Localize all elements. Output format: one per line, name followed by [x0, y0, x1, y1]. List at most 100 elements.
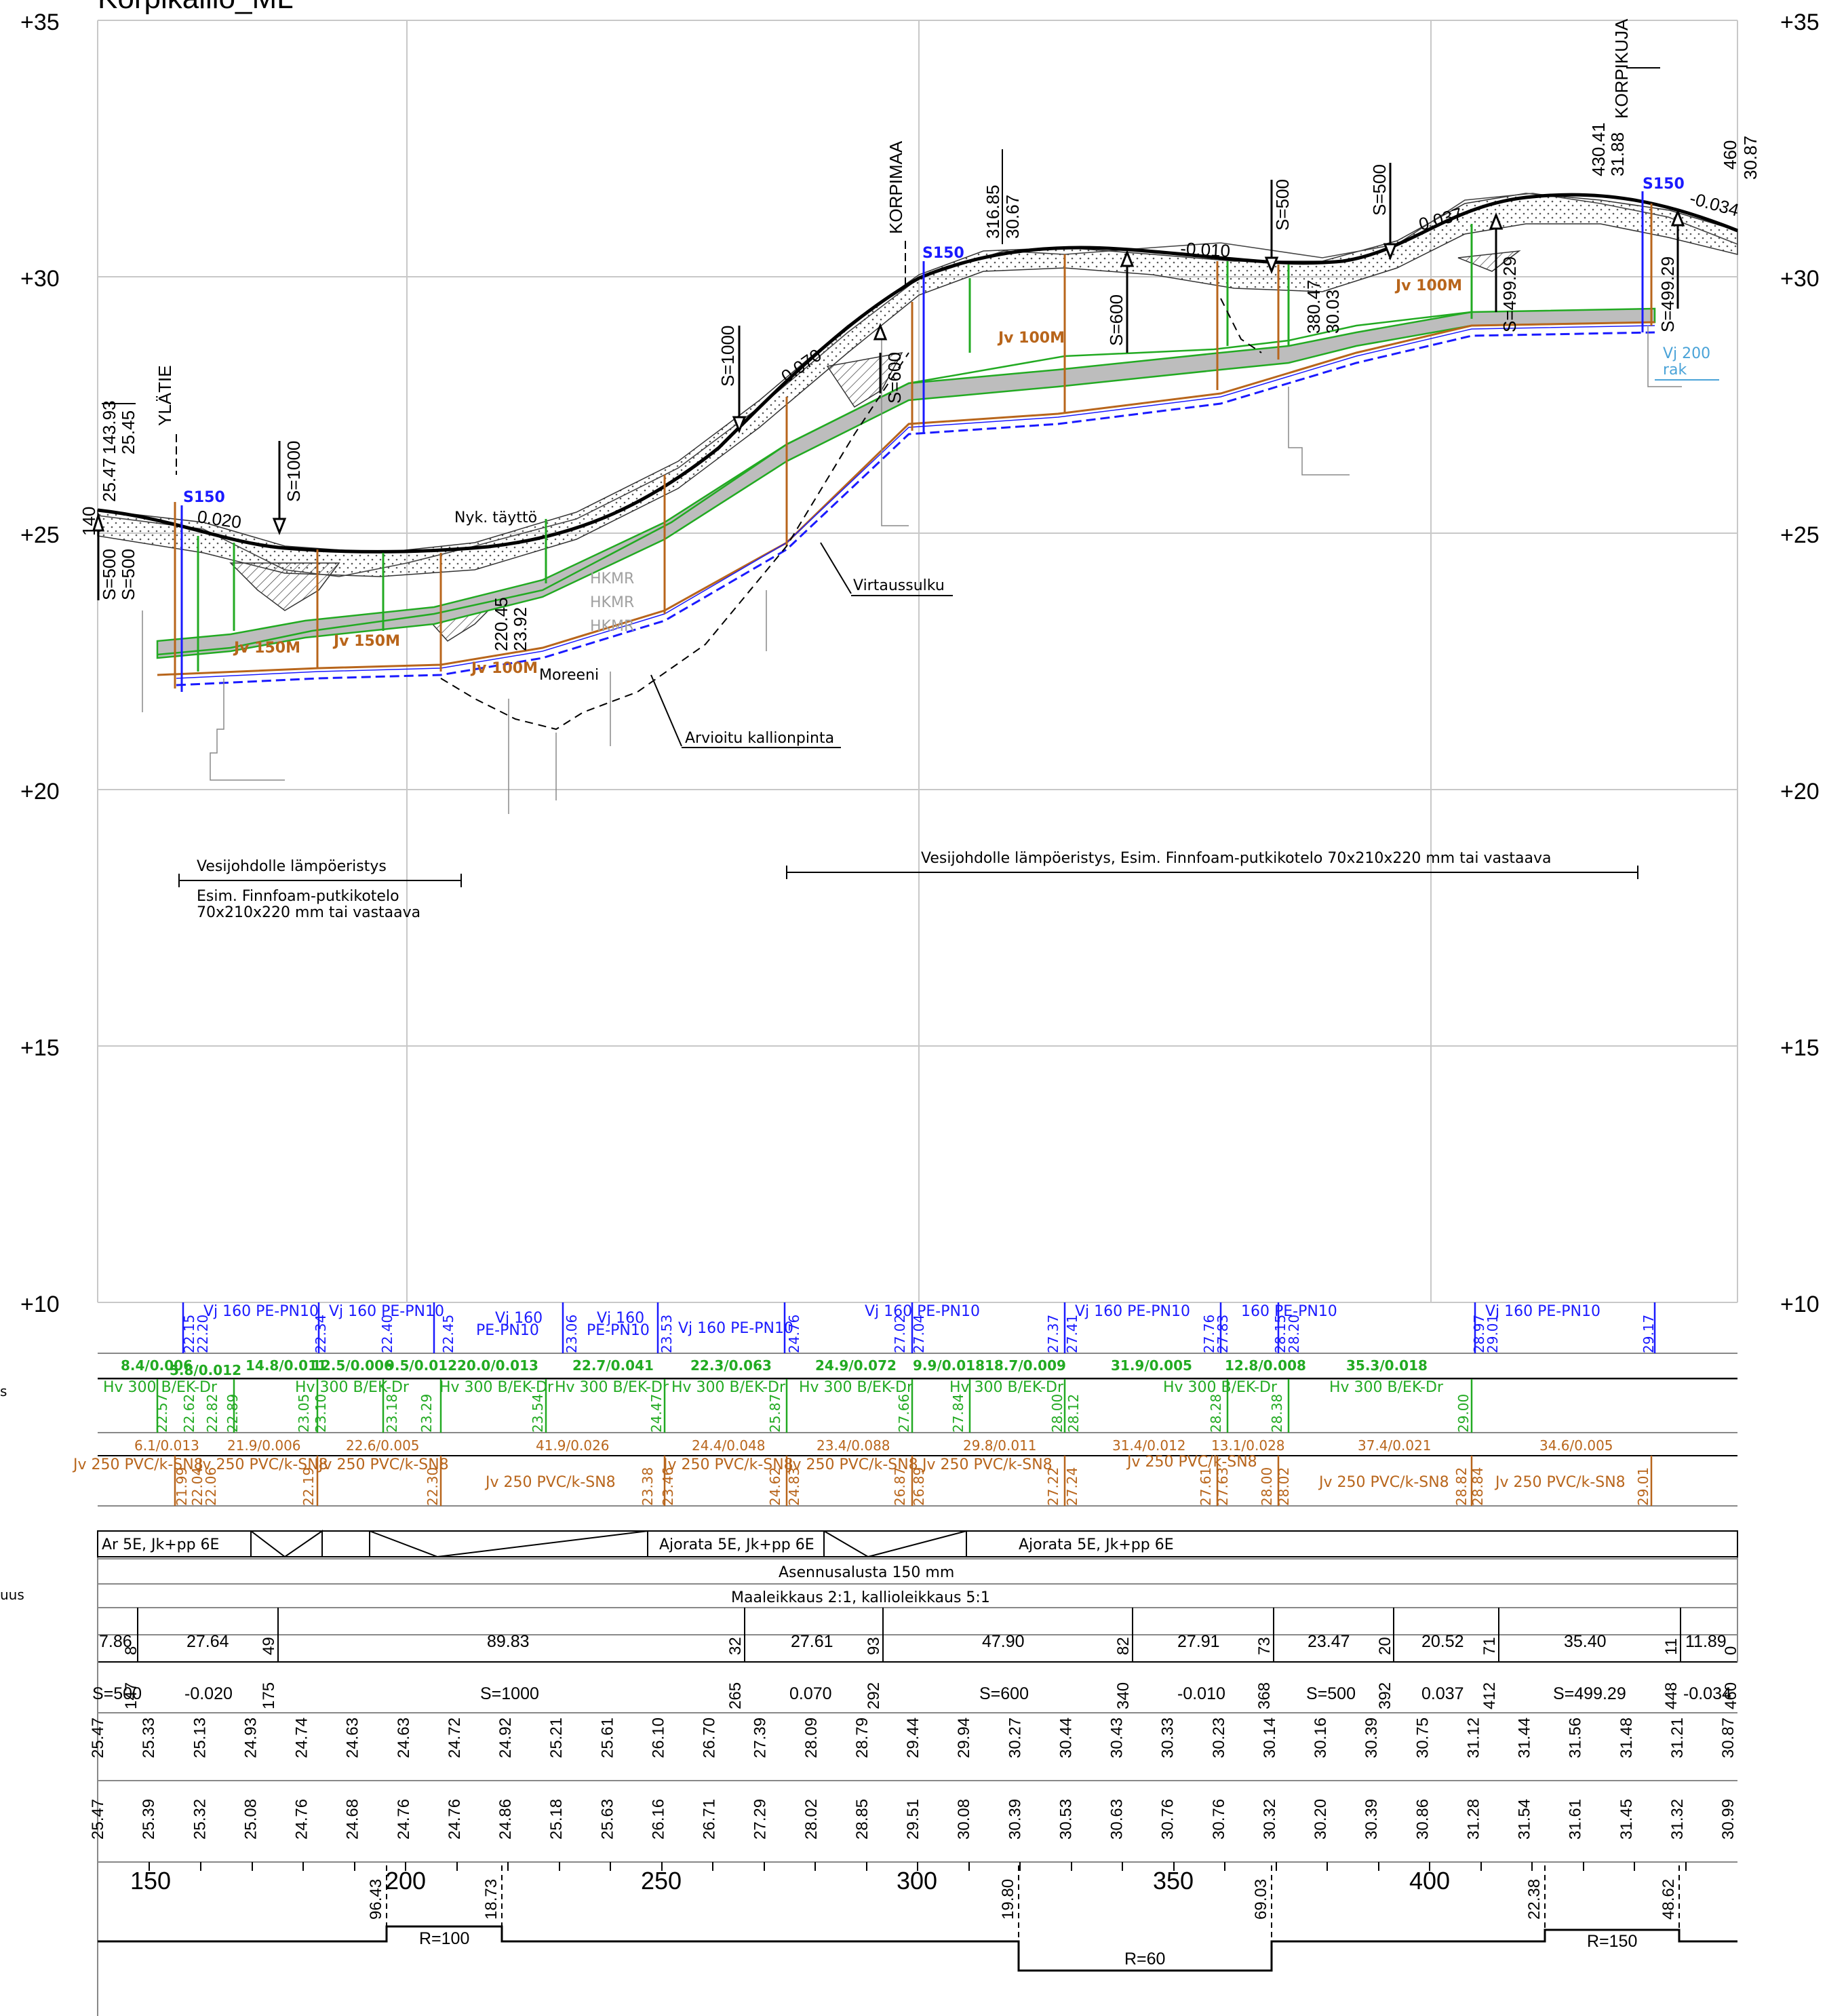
horizontal-alignment: 96.43 18.73 19.80 69.03 22.38 48.62 R=10…	[98, 1865, 1737, 1972]
rak-label: rak	[1663, 362, 1687, 379]
curve-label: S=499.29	[1499, 256, 1520, 332]
svg-text:Ajorata 5E, Jk+pp 6E: Ajorata 5E, Jk+pp 6E	[659, 1536, 814, 1553]
svg-text:Jv 250 PVC/k-SN8: Jv 250 PVC/k-SN8	[787, 1456, 918, 1473]
svg-text:Hv 300 B/EK-Dr: Hv 300 B/EK-Dr	[799, 1379, 914, 1396]
hkmr-label: HKMR	[590, 618, 634, 635]
svg-text:412: 412	[1480, 1682, 1499, 1709]
vj200-label: Vj 200	[1663, 345, 1710, 362]
svg-text:89.83: 89.83	[487, 1632, 530, 1651]
band_ground_elev-value: 24.68	[344, 1799, 362, 1840]
pipe-label: Jv 100M	[470, 660, 538, 677]
svg-text:Vj 160 PE-PN10: Vj 160 PE-PN10	[865, 1303, 980, 1320]
svg-text:KORPIMAA: KORPIMAA	[886, 140, 906, 234]
band_design_elev-value: 30.16	[1312, 1718, 1330, 1758]
svg-text:23.53: 23.53	[659, 1315, 675, 1353]
svg-text:28.02: 28.02	[1276, 1467, 1292, 1506]
band-vj: Vj 160 PE-PN10 Vj 160 PE-PN10 Vj 160 PE-…	[181, 1302, 1657, 1353]
svg-text:0.070: 0.070	[789, 1684, 832, 1703]
svg-text:29.01: 29.01	[1635, 1467, 1651, 1506]
curve-label: S=500	[99, 549, 119, 600]
insulation-note-left-1: Vesijohdolle lämpöeristys	[197, 858, 387, 875]
svg-text:26.89: 26.89	[911, 1467, 927, 1506]
pipe-label: Jv 100M	[1394, 277, 1462, 294]
svg-text:69.03: 69.03	[1252, 1879, 1270, 1920]
band_ground_elev-value: 31.45	[1617, 1799, 1636, 1840]
svg-text:250: 250	[641, 1867, 682, 1895]
svg-text:23.29: 23.29	[418, 1394, 435, 1433]
insulation-note-left-2: Esim. Finnfoam-putkikotelo	[197, 888, 399, 905]
svg-text:11: 11	[1662, 1638, 1681, 1655]
band_design_elev-value: 25.33	[140, 1718, 158, 1758]
elev-label: +25	[1780, 522, 1820, 548]
svg-text:30.87: 30.87	[1740, 136, 1761, 180]
svg-text:18.7/0.009: 18.7/0.009	[985, 1357, 1066, 1374]
svg-text:Jv 250 PVC/k-SN8: Jv 250 PVC/k-SN8	[72, 1456, 203, 1473]
svg-text:350: 350	[1153, 1867, 1194, 1895]
svg-text:14.8/0.011: 14.8/0.011	[245, 1357, 327, 1374]
band_design_elev-value: 30.33	[1159, 1718, 1177, 1758]
svg-text:24.62: 24.62	[767, 1467, 783, 1506]
svg-text:460: 460	[1722, 1682, 1740, 1709]
manhole-verticals	[174, 203, 1653, 689]
svg-text:27.63: 27.63	[1215, 1467, 1231, 1506]
svg-text:Hv 300 B/EK-Dr: Hv 300 B/EK-Dr	[1163, 1379, 1278, 1396]
svg-text:Vj 160 PE-PN10: Vj 160 PE-PN10	[329, 1303, 444, 1320]
elev-label: +15	[1780, 1035, 1820, 1061]
s150-markers	[180, 191, 1644, 692]
svg-text:23.92: 23.92	[510, 607, 530, 651]
hkmr-label: HKMR	[590, 570, 634, 587]
svg-text:27.66: 27.66	[896, 1394, 912, 1433]
svg-text:21.9/0.006: 21.9/0.006	[227, 1437, 301, 1454]
curve-label: S=1000	[283, 441, 304, 502]
station-ticks	[149, 1862, 1687, 1871]
svg-text:Jv 250 PVC/k-SN8: Jv 250 PVC/k-SN8	[1318, 1474, 1449, 1491]
svg-text:23.54: 23.54	[530, 1394, 546, 1433]
elev-label: +20	[1780, 779, 1820, 805]
svg-text:71: 71	[1480, 1637, 1499, 1655]
svg-text:25.47: 25.47	[99, 458, 119, 502]
design-surface-line	[97, 193, 1738, 554]
svg-text:31.88: 31.88	[1607, 132, 1628, 176]
svg-text:147: 147	[122, 1682, 140, 1709]
pipe-label: Jv 150M	[233, 640, 300, 657]
band_ground_elev-value: 26.71	[701, 1799, 719, 1840]
band_ground_elev-value: 25.39	[140, 1799, 158, 1840]
svg-text:Vj 160 PE-PN10: Vj 160 PE-PN10	[1485, 1303, 1600, 1320]
svg-text:25.45: 25.45	[118, 410, 138, 454]
svg-text:22.3/0.063: 22.3/0.063	[690, 1357, 772, 1374]
clipped-label: uus	[0, 1587, 24, 1603]
svg-text:24.83: 24.83	[786, 1467, 802, 1506]
svg-text:18.73: 18.73	[482, 1879, 500, 1920]
drawing-title: Korpikallio_ML	[98, 0, 294, 15]
svg-text:27.02: 27.02	[892, 1315, 908, 1353]
curve-label: S=1000	[718, 326, 738, 387]
svg-text:S=500: S=500	[92, 1684, 142, 1703]
svg-text:96.43: 96.43	[367, 1879, 385, 1920]
svg-text:12.5/0.006: 12.5/0.006	[312, 1357, 393, 1374]
svg-text:82: 82	[1114, 1637, 1133, 1655]
soundings	[142, 326, 1682, 814]
svg-text:22.04: 22.04	[189, 1467, 205, 1506]
band_design_elev-value: 28.79	[853, 1718, 871, 1758]
band_design_elev-value: 26.70	[701, 1718, 719, 1758]
svg-text:200: 200	[385, 1867, 426, 1895]
elevation-axis-left: +35 +30 +25 +20 +15 +10 s uus	[0, 9, 60, 1603]
elev-label: +35	[1780, 9, 1820, 35]
band_ground_elev-value: 30.86	[1413, 1799, 1432, 1840]
svg-text:292: 292	[865, 1682, 883, 1709]
svg-text:28.84: 28.84	[1470, 1467, 1486, 1506]
band_design_elev-value: 25.47	[89, 1718, 107, 1758]
svg-text:30.67: 30.67	[1002, 195, 1023, 239]
curve-label: S=500	[1272, 179, 1293, 231]
svg-text:430.41: 430.41	[1588, 122, 1609, 176]
svg-text:28.15: 28.15	[1272, 1315, 1289, 1353]
elev-label: +20	[20, 779, 60, 805]
svg-text:175: 175	[260, 1682, 278, 1709]
band_design_elev-value: 30.75	[1413, 1718, 1432, 1758]
band-profile-text: 7.86 27.64 89.83 27.61 47.90 27.91 23.47…	[92, 1632, 1740, 1709]
slope-label: -0.010	[1180, 238, 1231, 261]
s150-label: S150	[183, 489, 225, 506]
band_design_elev-value: 28.09	[802, 1718, 821, 1758]
band_design_elev-value: 24.93	[241, 1718, 260, 1758]
